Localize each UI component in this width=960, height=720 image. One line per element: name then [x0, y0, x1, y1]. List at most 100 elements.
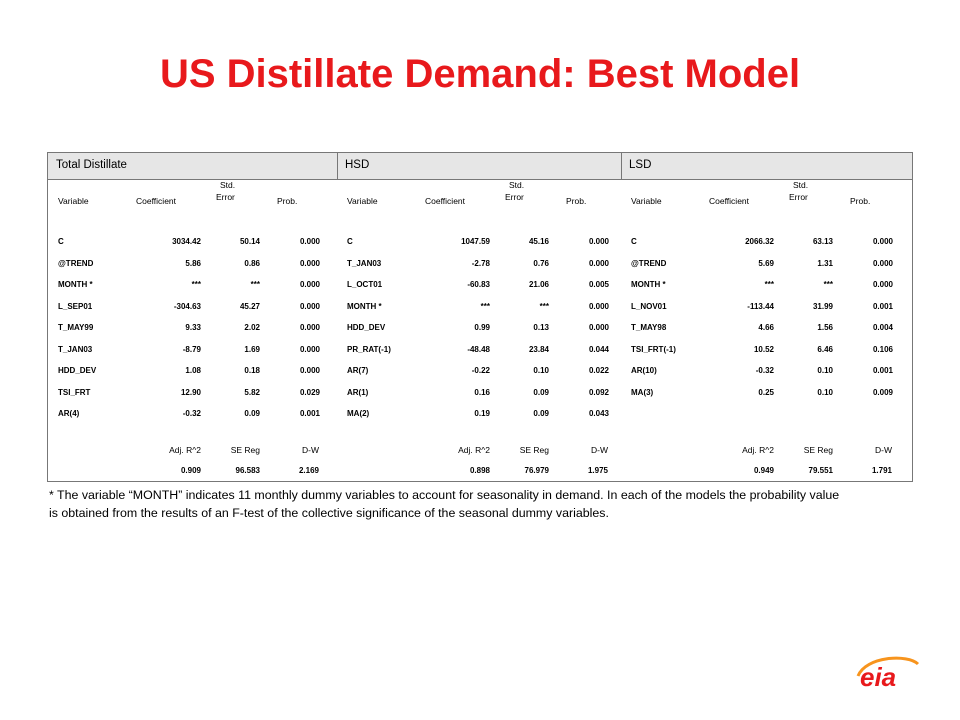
cell-coefficient: 0.19 [474, 409, 490, 418]
cell-prob: 0.000 [299, 258, 320, 268]
stat-value: 0.949 [753, 466, 774, 475]
cell-prob: 0.000 [872, 237, 893, 246]
cell-std-error: 23.84 [528, 344, 549, 354]
cell-coefficient: 10.52 [753, 344, 774, 354]
cell-variable: @TREND [58, 258, 94, 268]
cell-variable: AR(10) [631, 366, 657, 375]
cell-std-error: 0.10 [817, 387, 833, 397]
panel-header-hsd: HSD [345, 159, 370, 171]
cell-variable: AR(4) [58, 409, 80, 418]
stat-value: 96.583 [235, 466, 260, 475]
cell-coefficient: 0.16 [474, 387, 490, 397]
stat-value: 1.975 [587, 466, 608, 475]
cell-coefficient: 5.69 [758, 258, 774, 268]
col-header-std-error: Std. [793, 180, 809, 190]
cell-variable: T_MAY99 [58, 323, 94, 332]
cell-std-error: 1.56 [817, 323, 833, 332]
cell-coefficient: *** [480, 301, 490, 311]
cell-coefficient: -113.44 [747, 301, 774, 311]
cell-variable: MA(3) [631, 387, 654, 397]
stat-value: 76.979 [524, 466, 549, 475]
col-header-std-error: Std. [509, 180, 525, 190]
col-header-prob: Prob. [566, 196, 587, 206]
cell-variable: C [347, 237, 353, 246]
cell-variable: MONTH * [58, 280, 93, 289]
cell-variable: @TREND [631, 258, 667, 268]
col-header-std-error: Error [216, 192, 235, 202]
cell-std-error: 0.09 [533, 387, 549, 397]
cell-coefficient: 0.25 [758, 387, 774, 397]
stat-header: Adj. R^2 [169, 445, 201, 455]
cell-prob: 0.000 [872, 280, 893, 289]
cell-std-error: 0.10 [533, 366, 549, 375]
cell-std-error: 0.18 [244, 366, 260, 375]
cell-std-error: 0.09 [533, 409, 549, 418]
cell-coefficient: -60.83 [467, 280, 490, 289]
cell-prob: 0.000 [588, 301, 609, 311]
cell-coefficient: 2066.32 [745, 237, 774, 246]
cell-coefficient: -0.22 [471, 366, 490, 375]
cell-coefficient: 5.86 [185, 258, 201, 268]
cell-std-error: 31.99 [812, 301, 833, 311]
cell-std-error: 50.14 [239, 237, 260, 246]
cell-coefficient: 1047.59 [461, 237, 490, 246]
col-header-variable: Variable [58, 196, 89, 206]
panel-header-total-distillate: Total Distillate [56, 159, 127, 171]
regression-results-table: Total Distillate HSD LSD Variable Coeffic… [47, 152, 913, 482]
cell-std-error: 45.16 [528, 237, 549, 246]
cell-coefficient: -0.32 [182, 409, 201, 418]
cell-coefficient: 4.66 [758, 323, 774, 332]
cell-variable: C [631, 237, 637, 246]
panel-header-lsd: LSD [629, 159, 652, 171]
cell-prob: 0.001 [872, 366, 893, 375]
cell-coefficient: 9.33 [185, 323, 201, 332]
col-header-std-error: Std. [220, 180, 236, 190]
table-header-row: Total Distillate HSD LSD [48, 153, 912, 180]
cell-variable: TSI_FRT(-1) [631, 344, 676, 354]
cell-std-error: *** [250, 280, 260, 289]
cell-coefficient: 12.90 [180, 387, 201, 397]
logo-swoosh [856, 656, 920, 677]
cell-std-error: 6.46 [817, 344, 833, 354]
cell-prob: 0.000 [299, 237, 320, 246]
cell-coefficient: -8.79 [182, 344, 201, 354]
cell-coefficient: *** [764, 280, 774, 289]
cell-prob: 0.005 [588, 280, 609, 289]
eia-logo: eia [856, 656, 920, 690]
cell-prob: 0.092 [588, 387, 609, 397]
col-header-std-error: Error [505, 192, 524, 202]
cell-variable: AR(7) [347, 366, 369, 375]
cell-coefficient: -48.48 [467, 344, 490, 354]
col-header-prob: Prob. [850, 196, 871, 206]
cell-std-error: *** [539, 301, 549, 311]
cell-prob: 0.000 [299, 366, 320, 375]
cell-std-error: 0.76 [533, 258, 549, 268]
cell-std-error: 0.10 [817, 366, 833, 375]
cell-variable: HDD_DEV [58, 366, 97, 375]
cell-prob: 0.000 [588, 323, 609, 332]
cell-prob: 0.009 [872, 387, 893, 397]
cell-variable: C [58, 237, 64, 246]
cell-coefficient: 1.08 [185, 366, 201, 375]
col-header-variable: Variable [631, 196, 662, 206]
cell-std-error: 1.69 [244, 344, 260, 354]
cell-variable: MONTH * [347, 301, 382, 311]
cell-std-error: 21.06 [528, 280, 549, 289]
stat-header: SE Reg [519, 445, 549, 455]
cell-variable: L_NOV01 [631, 301, 667, 311]
cell-prob: 0.001 [299, 409, 320, 418]
cell-std-error: 63.13 [812, 237, 833, 246]
stat-value: 0.898 [469, 466, 490, 475]
cell-prob: 0.000 [588, 258, 609, 268]
cell-prob: 0.029 [299, 387, 320, 397]
stat-value: 0.909 [180, 466, 201, 475]
cell-coefficient: 3034.42 [172, 237, 201, 246]
cell-prob: 0.000 [299, 344, 320, 354]
cell-coefficient: -304.63 [173, 301, 201, 311]
cell-prob: 0.000 [299, 301, 320, 311]
cell-prob: 0.001 [872, 301, 893, 311]
cell-std-error: 45.27 [239, 301, 260, 311]
cell-coefficient: -2.78 [471, 258, 490, 268]
cell-variable: L_SEP01 [58, 301, 93, 311]
col-header-prob: Prob. [277, 196, 298, 206]
